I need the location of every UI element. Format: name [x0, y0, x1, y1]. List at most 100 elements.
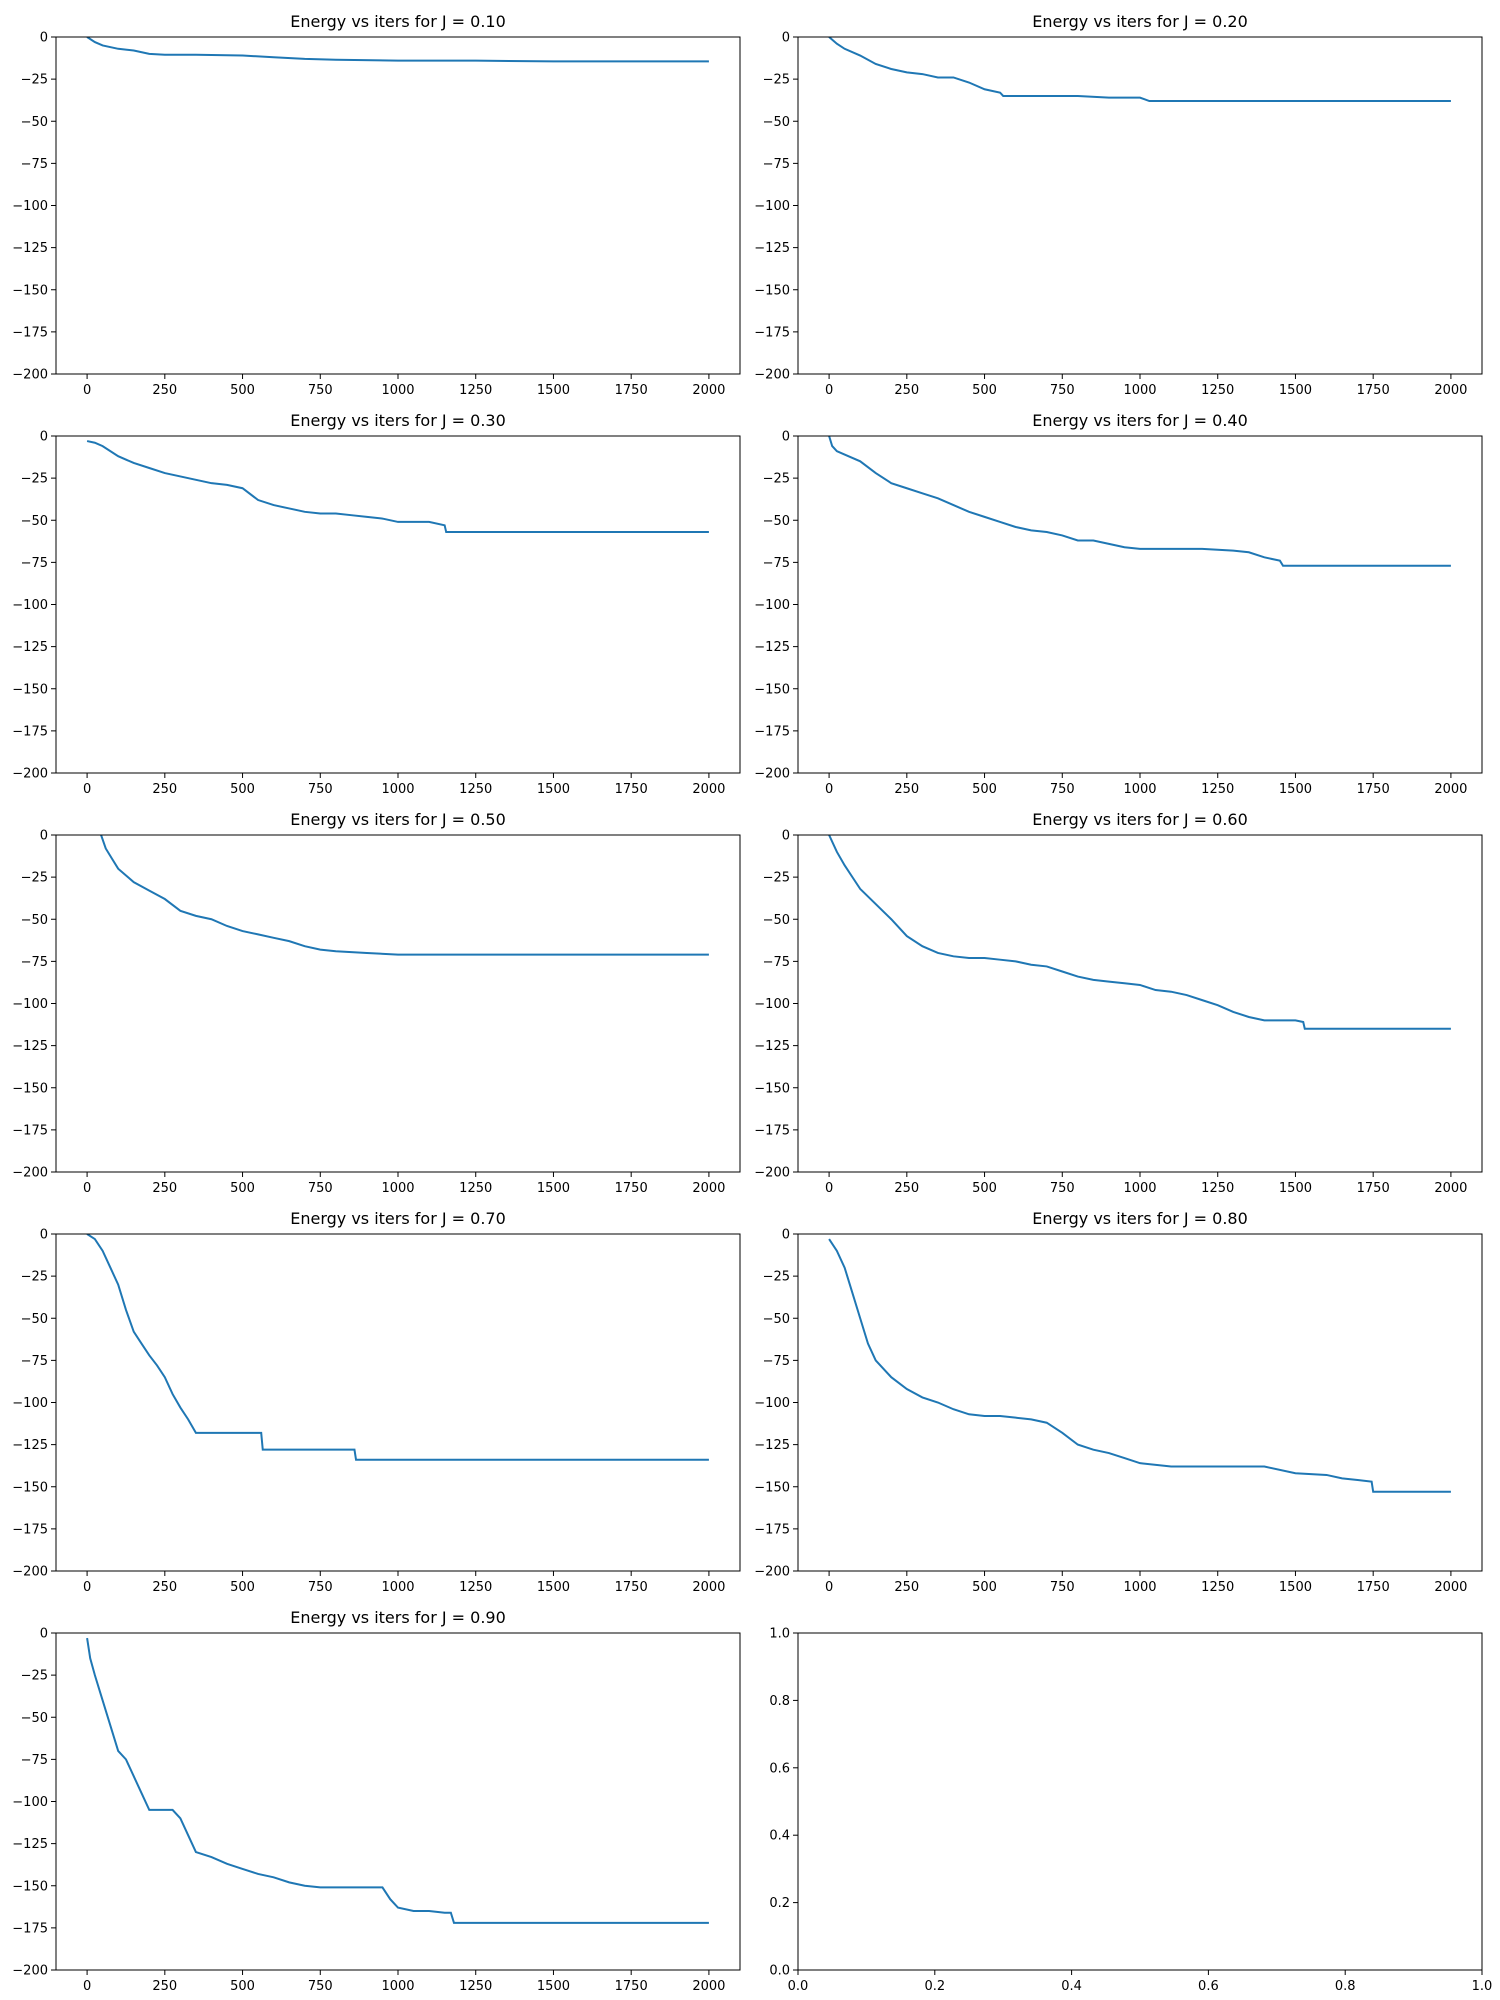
y-tick-label: −175 [754, 724, 790, 739]
y-tick-label: −200 [12, 1166, 48, 1181]
subplot-3: 0 250 500 750 1000 1250 1500 1750 2000 0 −25 −50 −75… [12, 430, 741, 797]
y-tick-label: −25 [21, 871, 48, 886]
y-tick-label: −150 [12, 1879, 48, 1894]
x-tick-label: 0 [83, 1580, 91, 1595]
x-tick-label: 2000 [692, 1181, 725, 1196]
y-tick-label: −125 [12, 241, 48, 256]
x-tick-label: 250 [894, 1580, 919, 1595]
y-tick-label: 0.0 [769, 1964, 790, 1979]
x-tick-label: 1750 [1357, 782, 1390, 797]
subplot-1: 0 250 500 750 1000 1250 1500 1750 2000 0 −25 −50 −75… [12, 31, 741, 398]
y-tick-label: −200 [754, 1166, 790, 1181]
y-tick-label: −75 [21, 556, 48, 571]
y-tick-label: −125 [754, 640, 790, 655]
y-tick-label: 0 [782, 1228, 790, 1243]
x-tick-label: 1250 [459, 1580, 492, 1595]
y-tick-label: −100 [754, 598, 790, 613]
x-tick-label: 0.8 [1335, 1979, 1356, 1994]
subplot-title: Energy vs iters for J = 0.80 [1032, 1209, 1248, 1228]
x-tick-label: 0 [825, 1181, 833, 1196]
x-tick-label: 1750 [1357, 383, 1390, 398]
x-tick-label: 1750 [615, 1181, 648, 1196]
subplot-title: Energy vs iters for J = 0.50 [290, 810, 506, 829]
x-tick-label: 500 [230, 1979, 255, 1994]
x-tick-label: 0 [83, 1979, 91, 1994]
y-tick-label: −200 [12, 767, 48, 782]
x-tick-label: 0 [825, 782, 833, 797]
y-tick-label: −25 [21, 1669, 48, 1684]
y-tick-label: −150 [754, 283, 790, 298]
x-tick-label: 2000 [1434, 383, 1467, 398]
subplot-2: 0 250 500 750 1000 1250 1500 1750 2000 0 −25 −50 −75… [754, 31, 1483, 398]
y-tick-label: 1.0 [769, 1627, 790, 1642]
series-line [86, 1637, 709, 1924]
y-tick-label: 0 [40, 1627, 48, 1642]
series-line [828, 436, 1451, 567]
x-tick-label: 1250 [1201, 1181, 1234, 1196]
subplot-10: 0.0 0.2 0.4 0.6 0.8 1.0 0.0 0.2 0.4 0.6 0.8 1.0 [769, 1627, 1492, 1995]
y-tick-label: −75 [21, 1753, 48, 1768]
y-tick-label: −25 [21, 73, 48, 88]
x-tick-label: 1000 [381, 383, 414, 398]
subplot-title: Energy vs iters for J = 0.60 [1032, 810, 1248, 829]
x-tick-label: 750 [1050, 383, 1075, 398]
series-line [828, 835, 1451, 1030]
x-tick-label: 750 [308, 1580, 333, 1595]
x-tick-label: 2000 [692, 383, 725, 398]
x-tick-label: 1000 [381, 1979, 414, 1994]
y-tick-label: −50 [763, 514, 790, 529]
y-tick-label: −50 [763, 1312, 790, 1327]
x-tick-label: 2000 [1434, 782, 1467, 797]
y-tick-label: −75 [21, 955, 48, 970]
x-tick-label: 500 [230, 782, 255, 797]
y-tick-label: −100 [754, 997, 790, 1012]
subplot-title: Energy vs iters for J = 0.20 [1032, 12, 1248, 31]
y-tick-label: −125 [12, 1039, 48, 1054]
x-tick-label: 1750 [615, 782, 648, 797]
axes-frame [55, 1233, 741, 1572]
x-tick-label: 750 [308, 1181, 333, 1196]
y-tick-label: −125 [12, 640, 48, 655]
x-tick-label: 1500 [1279, 1580, 1312, 1595]
y-tick-label: −50 [21, 514, 48, 529]
y-tick-label: −100 [12, 1795, 48, 1810]
x-tick-label: 1500 [537, 1979, 570, 1994]
y-tick-label: −150 [12, 682, 48, 697]
y-tick-label: 0 [782, 31, 790, 46]
x-tick-label: 250 [152, 1979, 177, 1994]
y-tick-label: 0 [40, 829, 48, 844]
y-tick-label: −100 [12, 1396, 48, 1411]
y-tick-label: −25 [763, 73, 790, 88]
x-tick-label: 0.4 [1061, 1979, 1082, 1994]
x-tick-label: 1500 [537, 1580, 570, 1595]
x-tick-label: 1750 [1357, 1580, 1390, 1595]
y-tick-label: −100 [12, 598, 48, 613]
y-tick-label: −150 [754, 682, 790, 697]
y-tick-label: −50 [21, 913, 48, 928]
x-tick-label: 0 [83, 383, 91, 398]
x-tick-label: 1000 [1123, 1580, 1156, 1595]
x-tick-label: 250 [152, 1181, 177, 1196]
x-tick-label: 750 [1050, 782, 1075, 797]
y-tick-label: −150 [12, 1480, 48, 1495]
x-tick-label: 750 [308, 383, 333, 398]
x-tick-label: 250 [152, 782, 177, 797]
series-line [86, 440, 709, 534]
axes-frame [55, 36, 741, 375]
subplot-7: 0 250 500 750 1000 1250 1500 1750 2000 0 −25 −50 −75… [12, 1228, 741, 1595]
y-tick-label: −75 [763, 955, 790, 970]
x-tick-label: 500 [972, 1181, 997, 1196]
y-tick-label: −175 [754, 325, 790, 340]
x-tick-label: 0.6 [1198, 1979, 1219, 1994]
y-tick-label: 0 [40, 31, 48, 46]
x-tick-label: 250 [152, 1580, 177, 1595]
axes-frame [797, 834, 1483, 1173]
y-tick-label: −175 [12, 1123, 48, 1138]
y-tick-label: −200 [12, 1964, 48, 1979]
subplot-title: Energy vs iters for J = 0.90 [290, 1608, 506, 1627]
y-tick-label: −150 [754, 1081, 790, 1096]
x-tick-label: 250 [152, 383, 177, 398]
x-tick-label: 0 [825, 383, 833, 398]
